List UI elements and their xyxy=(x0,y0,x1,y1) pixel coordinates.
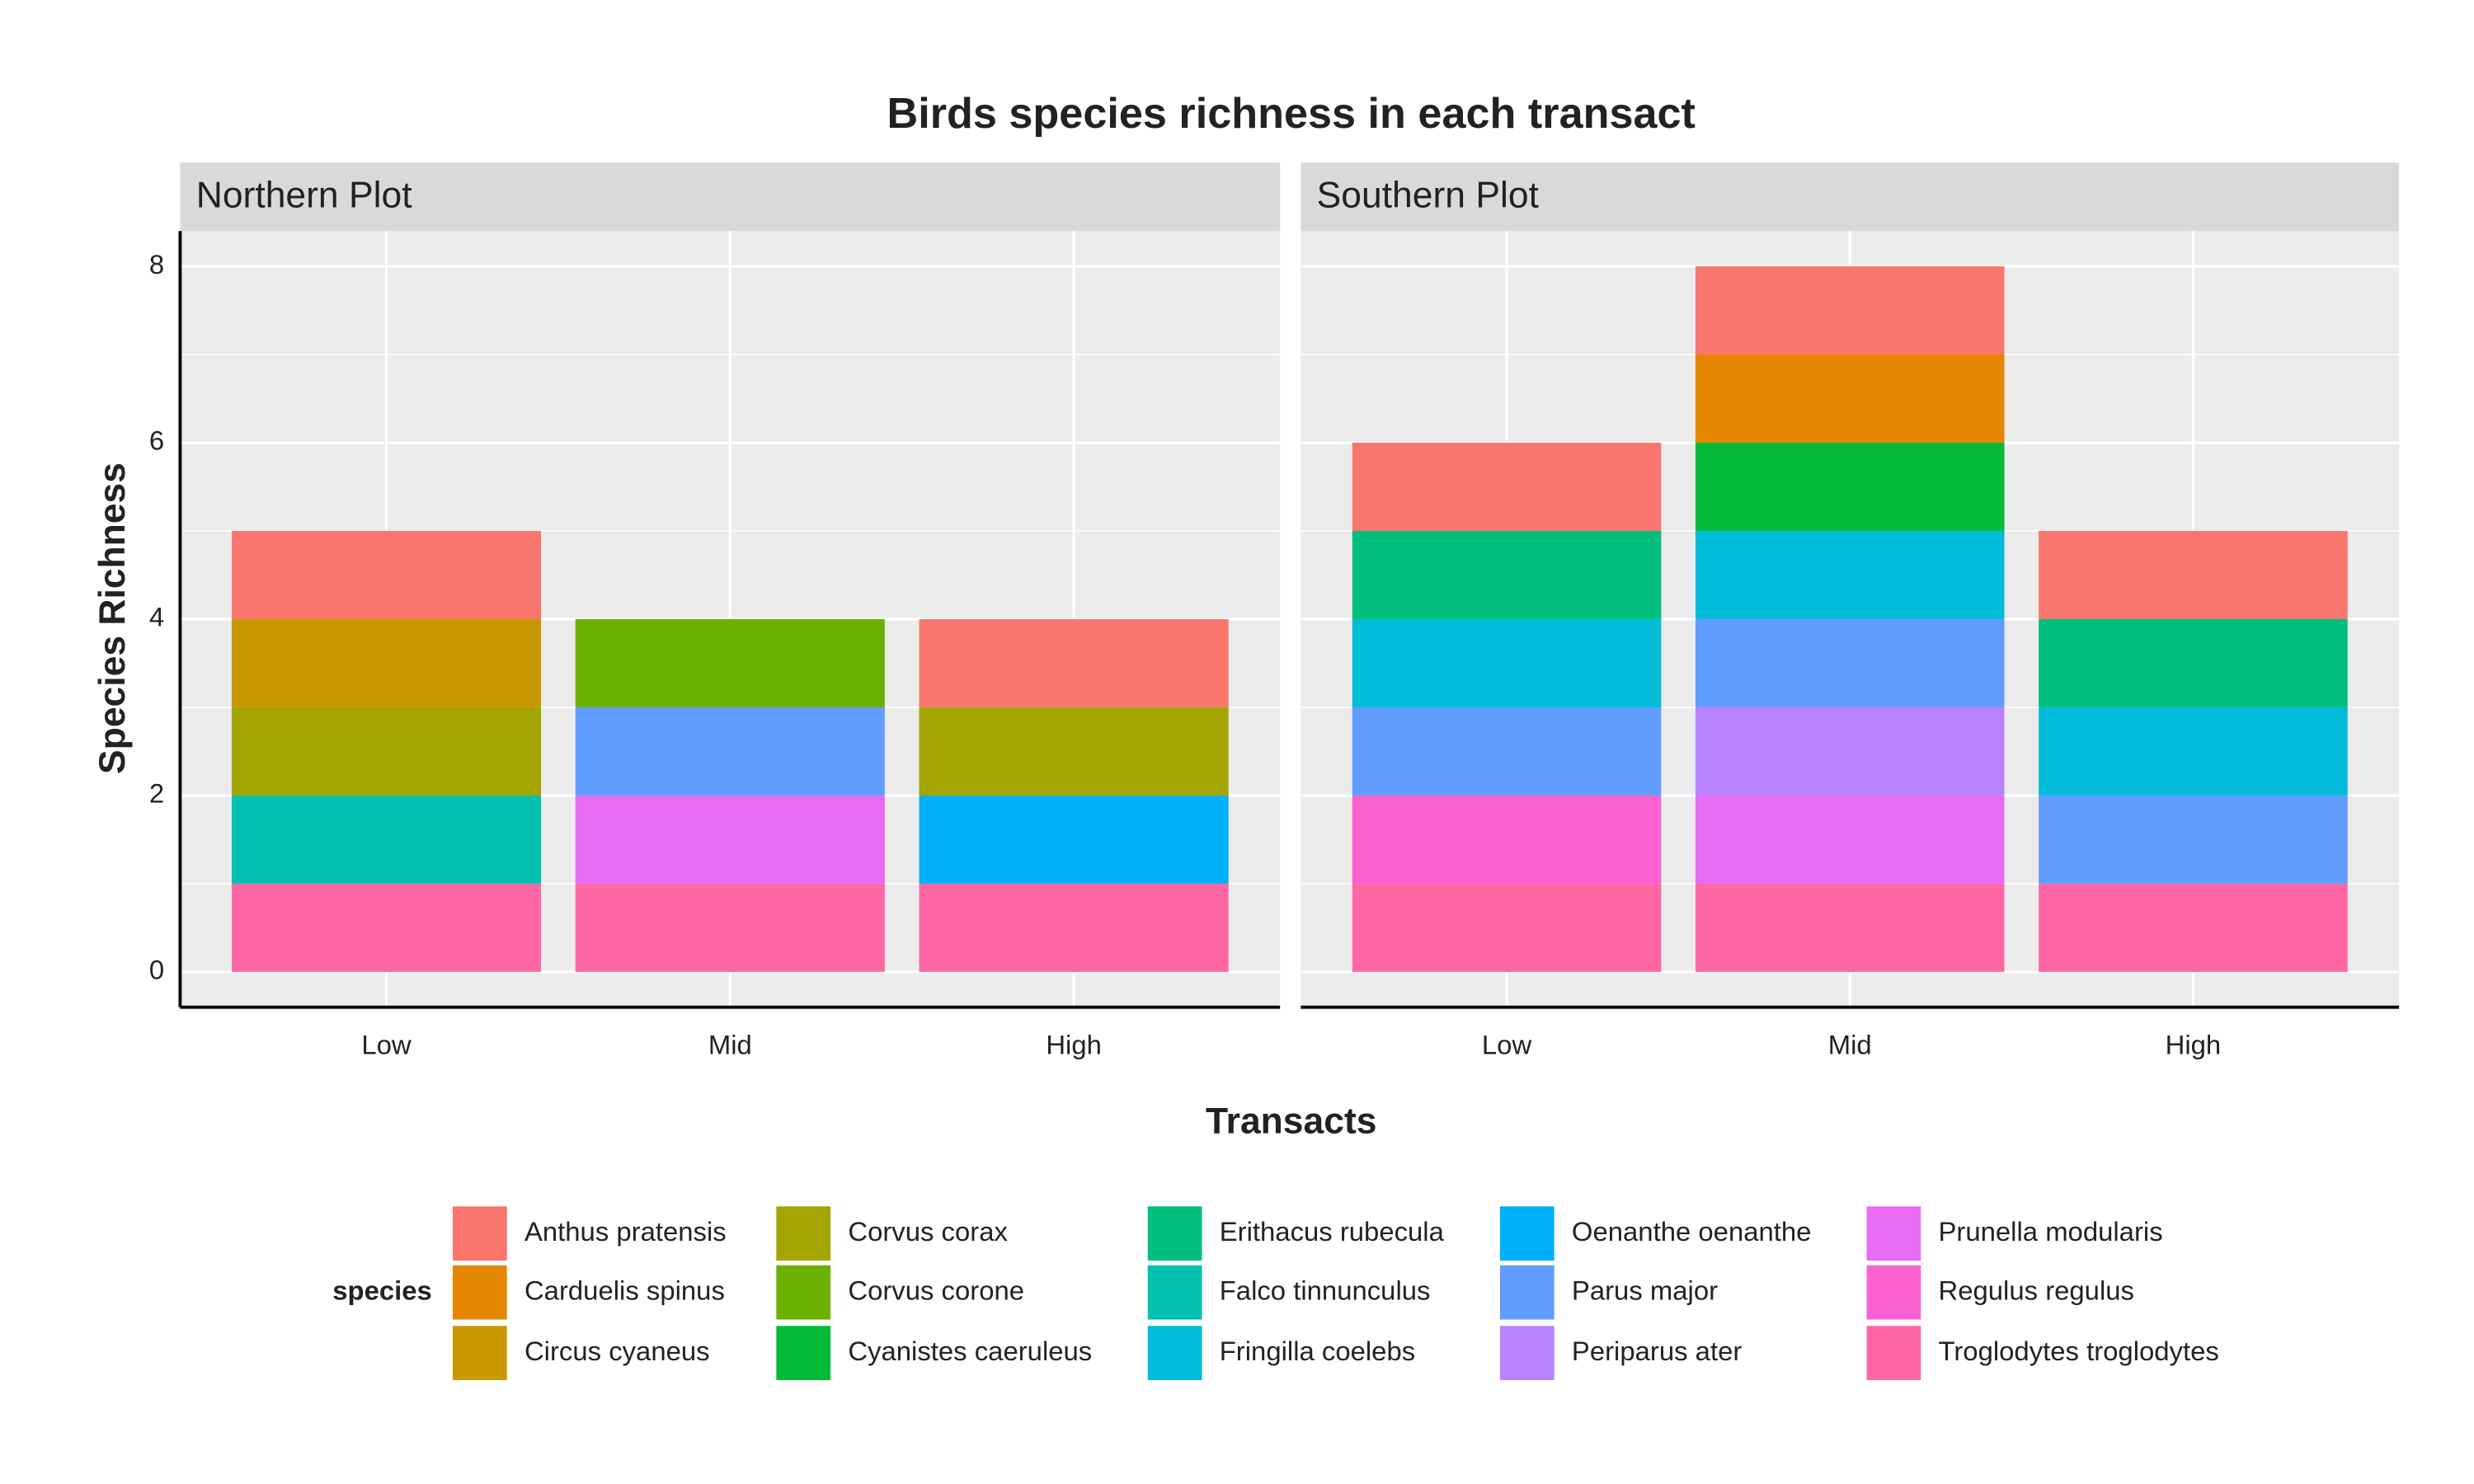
x-tick-label: High xyxy=(1046,1030,1102,1060)
bar-segment xyxy=(1352,795,1662,884)
bar-segment xyxy=(1695,618,2005,707)
bar-segment xyxy=(1695,266,2005,355)
legend-label: Cyanistes caeruleus xyxy=(848,1336,1092,1366)
bar-segment xyxy=(1695,795,2005,884)
y-tick-label: 2 xyxy=(149,778,164,809)
legend-label: Prunella modularis xyxy=(1939,1216,2163,1247)
strip-label: Southern Plot xyxy=(1317,175,1540,215)
bar-segment xyxy=(1352,530,1662,619)
legend-key xyxy=(1866,1326,1921,1380)
strip-background xyxy=(1300,162,2400,232)
strip-label: Northern Plot xyxy=(196,175,412,215)
y-tick-label: 0 xyxy=(149,955,164,985)
chart-title: Birds species richness in each transact xyxy=(887,90,1696,138)
bar-segment xyxy=(1695,883,2005,972)
legend-label: Fringilla coelebs xyxy=(1220,1336,1415,1366)
bar-segment xyxy=(231,707,542,796)
legend-key xyxy=(1147,1326,1202,1380)
strip-background xyxy=(180,162,1281,232)
bar-segment xyxy=(231,618,542,707)
legend-key xyxy=(1147,1206,1202,1261)
legend-label: Regulus regulus xyxy=(1939,1275,2134,1305)
legend-label: Falco tinnunculus xyxy=(1220,1275,1431,1305)
y-axis-label: Species Richness xyxy=(92,463,133,774)
legend-title: species xyxy=(332,1275,432,1305)
bar-segment xyxy=(231,530,542,619)
x-tick-label: Low xyxy=(361,1030,412,1060)
bar-segment xyxy=(2039,883,2348,972)
bar-segment xyxy=(1695,530,2005,619)
bar-segment xyxy=(1352,618,1662,707)
x-axis-label: Transacts xyxy=(1206,1101,1377,1141)
bar-segment xyxy=(2039,707,2348,796)
bar-segment xyxy=(1352,883,1662,972)
legend-key xyxy=(1499,1326,1554,1380)
legend-key xyxy=(776,1265,831,1320)
y-tick-label: 4 xyxy=(149,602,164,632)
y-tick-label: 6 xyxy=(149,425,164,456)
legend-key xyxy=(1866,1206,1921,1261)
legend-key xyxy=(1499,1265,1554,1320)
bar-segment xyxy=(919,883,1229,972)
legend-label: Anthus pratensis xyxy=(524,1216,727,1247)
bar-segment xyxy=(231,883,542,972)
x-tick-label: Low xyxy=(1482,1030,1532,1060)
legend-key xyxy=(1499,1206,1554,1261)
bar-segment xyxy=(1695,355,2005,444)
legend-label: Corvus corone xyxy=(848,1275,1024,1305)
legend-key xyxy=(1866,1265,1921,1320)
bar-segment xyxy=(919,707,1229,796)
legend-label: Erithacus rubecula xyxy=(1220,1216,1445,1247)
bar-segment xyxy=(919,618,1229,707)
legend-key xyxy=(776,1326,831,1380)
bar-segment xyxy=(1695,443,2005,531)
bar-segment xyxy=(2039,618,2348,707)
bar-segment xyxy=(575,618,885,707)
legend-key xyxy=(452,1326,507,1380)
x-tick-label: Mid xyxy=(1828,1030,1872,1060)
bar-segment xyxy=(575,707,885,796)
legend-label: Parus major xyxy=(1572,1275,1718,1305)
legend-key xyxy=(452,1265,507,1320)
bar-segment xyxy=(231,795,542,884)
legend-label: Carduelis spinus xyxy=(524,1275,725,1305)
bar-segment xyxy=(2039,530,2348,619)
legend-key xyxy=(1147,1265,1202,1320)
legend-label: Periparus ater xyxy=(1572,1336,1742,1366)
legend-label: Circus cyaneus xyxy=(524,1336,710,1366)
legend-label: Oenanthe oenanthe xyxy=(1572,1216,1812,1247)
legend-key xyxy=(776,1206,831,1261)
bar-segment xyxy=(1352,707,1662,796)
legend-key xyxy=(452,1206,507,1261)
bar-segment xyxy=(575,795,885,884)
bar-segment xyxy=(1695,707,2005,796)
legend-label: Corvus corax xyxy=(848,1216,1008,1247)
y-tick-label: 8 xyxy=(149,249,164,279)
bar-segment xyxy=(575,883,885,972)
legend-label: Troglodytes troglodytes xyxy=(1939,1336,2219,1366)
x-tick-label: Mid xyxy=(708,1030,752,1060)
bar-segment xyxy=(2039,795,2348,884)
bar-segment xyxy=(1352,443,1662,531)
bar-segment xyxy=(919,795,1229,884)
x-tick-label: High xyxy=(2166,1030,2222,1060)
